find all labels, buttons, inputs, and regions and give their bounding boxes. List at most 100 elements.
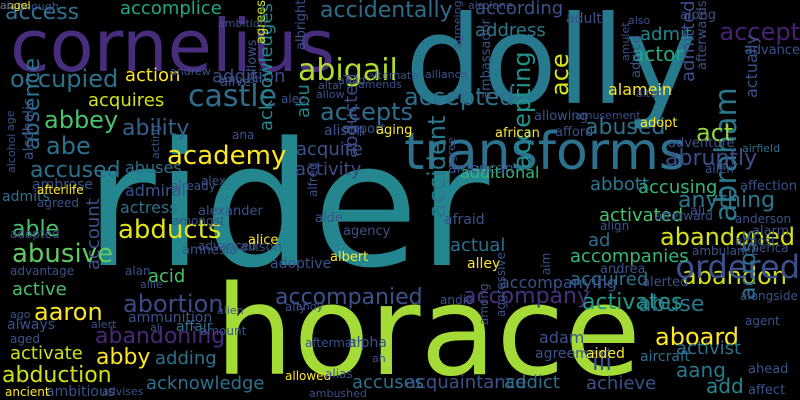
word-actual: actual — [450, 235, 506, 256]
word-agreement: agreement — [535, 346, 612, 362]
word-anything: anything — [678, 188, 776, 213]
word-actress: actress — [120, 198, 178, 217]
word-accepting: accepting — [508, 51, 536, 169]
word-abducts: abducts — [118, 215, 222, 245]
word-aftermath: aftermath — [305, 336, 365, 350]
word-ally: ally — [285, 300, 307, 314]
word-amongst: amongst — [172, 214, 225, 228]
word-alias: alias — [325, 367, 353, 381]
word-america: america — [740, 241, 789, 255]
word-alexander: alexander — [198, 204, 263, 219]
word-admit: admit — [640, 24, 693, 45]
word-aggressive: aggressive — [494, 252, 508, 317]
word-alien: alien — [217, 304, 244, 317]
word-ill: ill — [592, 348, 613, 376]
word-angel: angel — [0, 0, 31, 12]
word-alcohol: alcohol — [5, 133, 18, 173]
word-agreed: agreed — [37, 196, 80, 210]
word-andy: andy — [296, 300, 324, 313]
word-advance: advance — [744, 43, 800, 58]
word-advice: advice — [629, 35, 644, 78]
word-amusement: amusement — [575, 109, 641, 122]
word-ago: ago — [10, 308, 31, 321]
word-aim: aim — [539, 252, 553, 275]
word-admiral: admiral — [125, 181, 186, 200]
word-adopt: adopt — [640, 116, 678, 131]
word-ace: ace — [546, 53, 574, 96]
word-occupied: occupied — [10, 65, 119, 93]
word-alliance: alliance — [425, 68, 468, 81]
word-abduction: abduction — [2, 363, 112, 388]
word-abbott: abbott — [590, 174, 650, 195]
word-alec: alec — [281, 92, 306, 106]
word-affect: affect — [748, 383, 786, 398]
word-ancient: ancient — [5, 385, 50, 399]
word-transforms: transforms — [404, 122, 687, 182]
word-abuse: abuse — [638, 292, 705, 317]
word-ability: ability — [122, 116, 190, 141]
word-adopted: adopted — [10, 227, 60, 241]
word-ambulance: ambulance — [692, 244, 759, 258]
word-alerted: alerted — [642, 275, 689, 290]
word-activates: activates — [582, 290, 683, 315]
word-ah: ah — [372, 352, 386, 365]
word-adventure: adventure — [668, 136, 735, 151]
word-alive: alive — [220, 75, 251, 90]
word-agreeing: agreeing — [451, 0, 464, 49]
word-activated: activated — [599, 205, 684, 226]
word-castle: castle — [188, 79, 278, 114]
word-allison: allison — [240, 240, 282, 255]
word-alamein: alamein — [608, 80, 673, 99]
word-abby: abby — [96, 345, 151, 370]
word-abused: abused — [585, 115, 666, 140]
word-actor: actor — [632, 42, 684, 66]
word-also: also — [628, 14, 651, 27]
word-amnesia: amnesia — [182, 243, 238, 258]
word-airport: airport — [342, 122, 386, 137]
word-activist: activist — [676, 338, 742, 359]
word-aide: aide — [315, 211, 343, 226]
word-rider: rider — [85, 105, 490, 306]
word-allie: allie — [140, 278, 163, 291]
word-addict: addict — [504, 372, 560, 393]
word-adding: adding — [155, 348, 217, 369]
word-agent: agent — [745, 314, 780, 328]
word-acquire: acquire — [296, 139, 363, 160]
word-able: able — [12, 217, 60, 242]
word-already: already — [171, 179, 216, 193]
word-adoptive: adoptive — [270, 256, 332, 272]
word-accidentally: accidentally — [320, 0, 453, 23]
word-albert: albert — [330, 250, 369, 265]
word-act: act — [696, 119, 734, 147]
word-allen: allen — [705, 162, 735, 176]
word-ahead: ahead — [748, 362, 789, 377]
word-alan: alan — [125, 264, 151, 278]
word-dolly: dolly — [405, 0, 698, 132]
word-allows: allows — [245, 39, 260, 80]
word-afraid: afraid — [444, 212, 485, 228]
word-afford: afford — [555, 125, 594, 140]
word-amount: amount — [200, 324, 247, 338]
word-abruptly: abruptly — [665, 146, 758, 171]
word-alison: alison — [324, 123, 366, 139]
word-alpha: alpha — [348, 335, 387, 351]
word-always: always — [7, 317, 56, 333]
word-ambitious: ambitious — [46, 384, 116, 400]
word-ana: ana — [232, 128, 255, 142]
word-ammunition: ammunition — [128, 310, 213, 326]
word-accuses: accuses — [352, 372, 425, 393]
word-airfield: airfield — [742, 142, 781, 155]
word-alter: alter — [636, 87, 662, 100]
word-agency: agency — [343, 224, 391, 239]
word-alert: alert — [91, 318, 117, 331]
word-alcoholic: alcoholic — [21, 98, 37, 160]
word-alternate: alternate — [368, 69, 418, 82]
word-aged: aged — [10, 332, 40, 346]
word-align: align — [600, 219, 630, 233]
word-access: access — [5, 0, 80, 25]
word-air: air — [0, 0, 15, 12]
word-ambushed: ambushed — [309, 387, 367, 400]
word-anderson: anderson — [735, 212, 792, 226]
word-admits: admits — [2, 189, 50, 205]
